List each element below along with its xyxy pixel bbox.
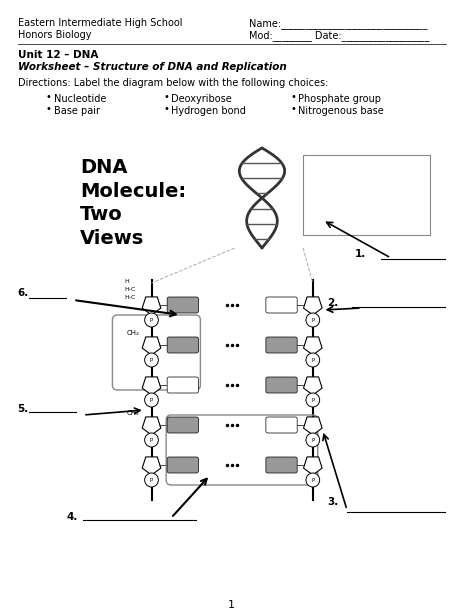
Circle shape bbox=[306, 353, 319, 367]
Text: P: P bbox=[311, 438, 314, 443]
FancyBboxPatch shape bbox=[266, 377, 297, 393]
Text: Honors Biology: Honors Biology bbox=[18, 30, 91, 40]
Text: P: P bbox=[150, 397, 153, 403]
Polygon shape bbox=[303, 377, 322, 395]
Text: Deoxyribose: Deoxyribose bbox=[171, 94, 232, 104]
Text: P: P bbox=[150, 357, 153, 362]
FancyBboxPatch shape bbox=[167, 377, 199, 393]
Circle shape bbox=[145, 353, 158, 367]
FancyBboxPatch shape bbox=[167, 337, 199, 353]
Text: Name:______________________________: Name:______________________________ bbox=[249, 18, 428, 29]
Text: P: P bbox=[150, 478, 153, 482]
Circle shape bbox=[145, 313, 158, 327]
Text: P: P bbox=[150, 438, 153, 443]
Circle shape bbox=[306, 473, 319, 487]
Text: Unit 12 – DNA: Unit 12 – DNA bbox=[18, 50, 98, 60]
Text: •: • bbox=[291, 92, 296, 102]
Polygon shape bbox=[303, 297, 322, 315]
FancyBboxPatch shape bbox=[266, 297, 297, 313]
Text: H: H bbox=[124, 279, 129, 284]
Text: H-C: H-C bbox=[124, 287, 136, 292]
FancyBboxPatch shape bbox=[167, 417, 199, 433]
Polygon shape bbox=[303, 337, 322, 355]
Polygon shape bbox=[142, 337, 161, 355]
Circle shape bbox=[306, 393, 319, 407]
Text: 5.: 5. bbox=[18, 404, 29, 414]
Text: Mod:________ Date:__________________: Mod:________ Date:__________________ bbox=[249, 30, 429, 41]
Text: 2.: 2. bbox=[328, 298, 339, 308]
Text: Hydrogen bond: Hydrogen bond bbox=[171, 106, 246, 116]
Text: DNA
Molecule:
Two
Views: DNA Molecule: Two Views bbox=[80, 158, 186, 248]
Circle shape bbox=[145, 473, 158, 487]
Polygon shape bbox=[142, 457, 161, 475]
Circle shape bbox=[145, 433, 158, 447]
FancyBboxPatch shape bbox=[167, 297, 199, 313]
Text: CH₂: CH₂ bbox=[127, 410, 140, 416]
Text: •: • bbox=[46, 92, 52, 102]
FancyBboxPatch shape bbox=[266, 337, 297, 353]
Text: P: P bbox=[311, 397, 314, 403]
Polygon shape bbox=[303, 457, 322, 475]
Text: Base pair: Base pair bbox=[54, 106, 100, 116]
Text: 1.: 1. bbox=[355, 249, 366, 259]
Polygon shape bbox=[303, 417, 322, 435]
Text: P: P bbox=[150, 318, 153, 322]
Text: Eastern Intermediate High School: Eastern Intermediate High School bbox=[18, 18, 182, 28]
Circle shape bbox=[306, 433, 319, 447]
FancyBboxPatch shape bbox=[167, 457, 199, 473]
Bar bbox=[303, 155, 430, 235]
Text: Directions: Label the diagram below with the following choices:: Directions: Label the diagram below with… bbox=[18, 78, 328, 88]
Text: P: P bbox=[311, 357, 314, 362]
Polygon shape bbox=[142, 417, 161, 435]
Text: Nitrogenous base: Nitrogenous base bbox=[298, 106, 384, 116]
Text: 6.: 6. bbox=[18, 288, 29, 298]
Text: Phosphate group: Phosphate group bbox=[298, 94, 381, 104]
Text: P: P bbox=[311, 318, 314, 322]
FancyBboxPatch shape bbox=[266, 457, 297, 473]
Text: H-C: H-C bbox=[124, 295, 136, 300]
Polygon shape bbox=[142, 377, 161, 395]
Text: •: • bbox=[163, 104, 169, 114]
Text: CH₂: CH₂ bbox=[127, 330, 140, 336]
Circle shape bbox=[306, 313, 319, 327]
Circle shape bbox=[145, 393, 158, 407]
Polygon shape bbox=[142, 297, 161, 315]
Text: 1: 1 bbox=[228, 600, 235, 610]
FancyBboxPatch shape bbox=[266, 417, 297, 433]
Text: •: • bbox=[163, 92, 169, 102]
Text: •: • bbox=[46, 104, 52, 114]
Text: 4.: 4. bbox=[66, 512, 78, 522]
Text: •: • bbox=[291, 104, 296, 114]
Text: Worksheet – Structure of DNA and Replication: Worksheet – Structure of DNA and Replica… bbox=[18, 62, 286, 72]
Text: 3.: 3. bbox=[328, 497, 339, 507]
Text: P: P bbox=[311, 478, 314, 482]
Text: Nucleotide: Nucleotide bbox=[54, 94, 106, 104]
